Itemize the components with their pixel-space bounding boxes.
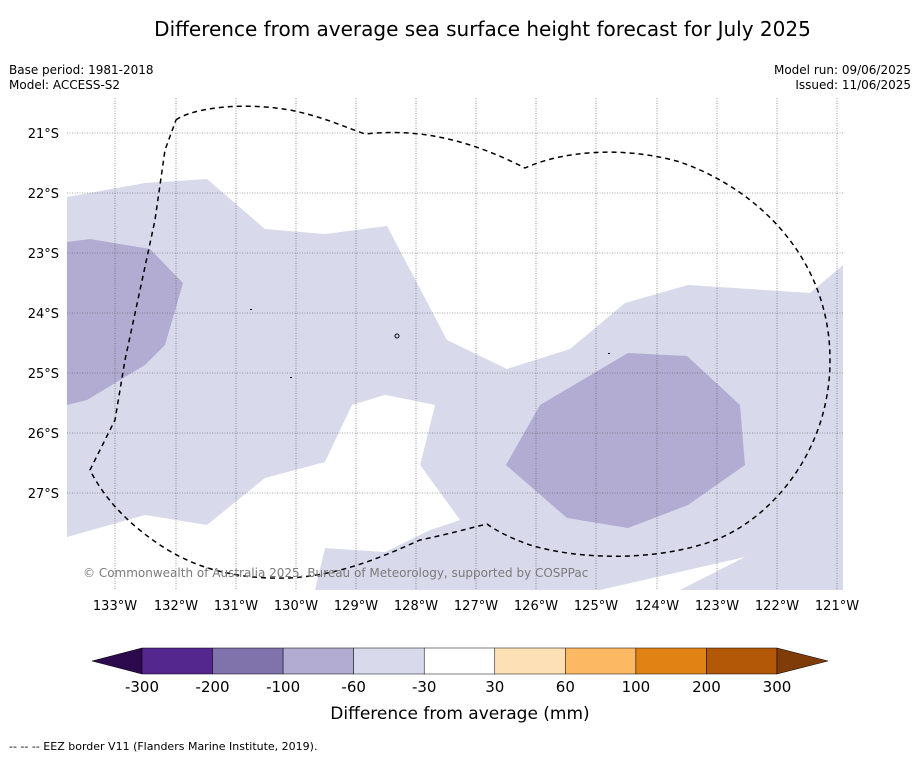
colorbar-tick-label: 60 [556,678,575,696]
lon-label: 126°W [514,599,558,614]
model-name: Model: ACCESS-S2 [9,78,121,92]
lon-label: 124°W [635,599,679,614]
medium-anomaly-region-west [67,239,183,405]
map-title: Difference from average sea surface heig… [154,17,811,41]
lon-label: 128°W [394,599,438,614]
lon-label: 132°W [154,599,198,614]
lat-label: 25°S [28,367,59,382]
island-marker [608,353,610,354]
colorbar-tick-label: -100 [266,678,300,696]
lat-label: 22°S [28,187,59,202]
colorbar-tick-label: -300 [125,678,159,696]
lon-label: 133°W [93,599,137,614]
lon-label: 121°W [815,599,859,614]
colorbar-segment [565,647,637,675]
colorbar-extend-min [91,647,143,675]
colorbar-segment [494,647,566,675]
island-marker [250,309,252,310]
issued-date: Issued: 11/06/2025 [795,78,911,92]
model-run: Model run: 09/06/2025 [773,63,911,77]
latitude-labels: 21°S 22°S 23°S 24°S 25°S 26°S 27°S [28,127,59,502]
eez-legend-note: -- -- -- EEZ border V11 (Flanders Marine… [9,740,318,753]
colorbar-segment [212,647,284,675]
colorbar-tick-label: 200 [692,678,721,696]
colorbar-segment [282,647,354,675]
light-anomaly-region [67,179,843,590]
lat-label: 23°S [28,247,59,262]
eez-border [89,105,831,579]
meta-left: Base period: 1981-2018 Model: ACCESS-S2 [9,63,154,93]
colorbar-tick-label: -60 [341,678,366,696]
colorbar-segment [353,647,425,675]
lon-label: 123°W [695,599,739,614]
map-area: © Commonwealth of Australia 2025, Bureau… [67,98,843,590]
meta-right: Model run: 09/06/2025 Issued: 11/06/2025 [774,63,911,93]
colorbar-label: Difference from average (mm) [330,704,589,724]
colorbar-tick-label: 30 [485,678,504,696]
colorbar-tick-label: 100 [622,678,651,696]
colorbar-tick-label: 300 [763,678,792,696]
lat-label: 24°S [28,307,59,322]
lon-label: 129°W [334,599,378,614]
lon-label: 122°W [755,599,799,614]
lat-label: 26°S [28,427,59,442]
colorbar-segment [423,647,496,675]
lon-label: 127°W [454,599,498,614]
colorbar-tick-label: -200 [196,678,230,696]
colorbar-ticks: -300 -200 -100 -60 -30 30 60 100 200 300 [125,678,791,696]
longitude-labels: 133°W 132°W 131°W 130°W 129°W 128°W 127°… [93,599,859,614]
island-marker [394,333,400,339]
colorbar [91,647,829,675]
island-marker [290,377,292,378]
colorbar-segment [635,647,707,675]
colorbar-segment [141,647,213,675]
lon-label: 125°W [574,599,618,614]
colorbar-extend-max [776,647,829,675]
lat-label: 27°S [28,487,59,502]
medium-anomaly-region-east [506,353,745,528]
copyright-text: © Commonwealth of Australia 2025, Bureau… [83,566,588,580]
base-period: Base period: 1981-2018 [9,63,154,77]
colorbar-tick-label: -30 [412,678,437,696]
lat-label: 21°S [28,127,59,142]
lon-label: 130°W [274,599,318,614]
lon-label: 131°W [214,599,258,614]
colorbar-segment [706,647,778,675]
gridlines [67,98,843,590]
near-average-region [325,395,460,552]
